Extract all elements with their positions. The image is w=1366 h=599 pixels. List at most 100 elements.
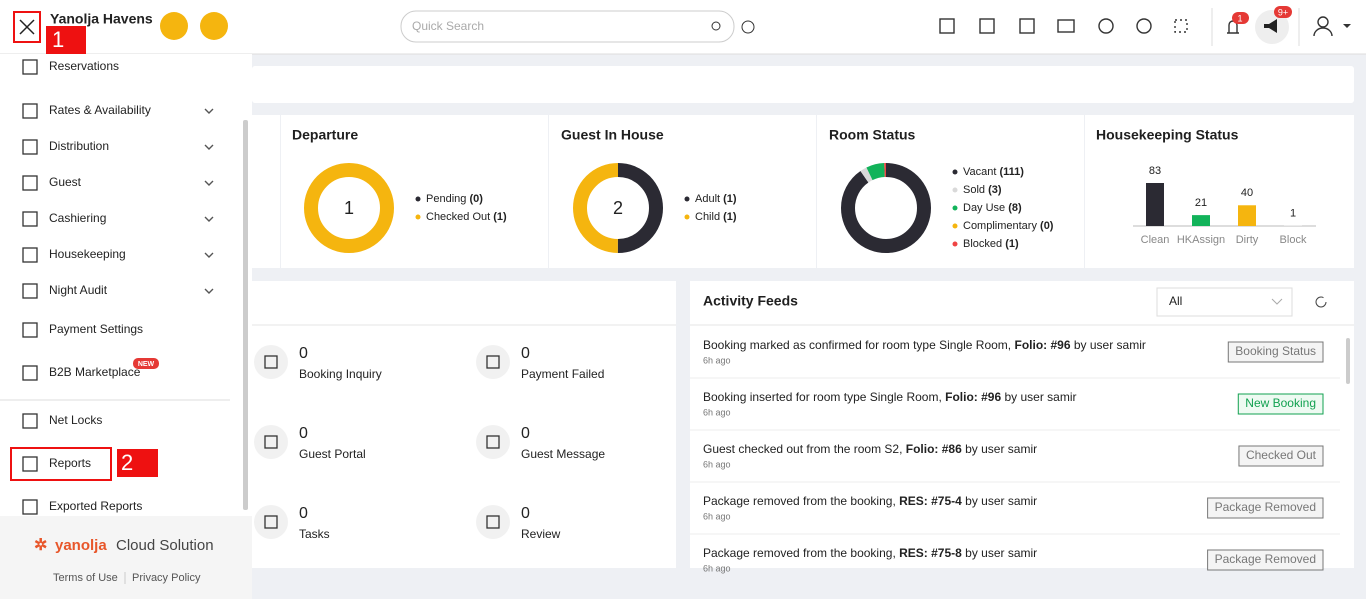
menu-item[interactable]: Distribution — [49, 139, 109, 153]
counter-label: Guest Message — [521, 447, 605, 461]
legend-label: Sold — [963, 184, 985, 196]
feed-text: Guest checked out from the room S2, Foli… — [703, 442, 1037, 456]
legend-item: Sold (3) — [963, 184, 1002, 196]
menu-icon — [22, 365, 38, 381]
legend-dot — [952, 205, 958, 211]
legend-dot — [952, 223, 958, 229]
legend-item: Child (1) — [695, 211, 737, 223]
user-caret[interactable] — [1343, 24, 1351, 28]
counter-value: 0 — [299, 425, 308, 442]
calendar-icon[interactable] — [1019, 18, 1035, 34]
mail-icon[interactable] — [1057, 19, 1075, 33]
feed-text: Booking marked as confirmed for room typ… — [703, 338, 1146, 352]
legend-count: (1) — [1005, 238, 1019, 250]
menu-icon — [22, 499, 38, 515]
menu-item[interactable]: Reservations — [49, 59, 119, 73]
apps-icon[interactable] — [1174, 19, 1188, 33]
checklist-icon[interactable] — [979, 18, 995, 34]
privacy-link[interactable]: Privacy Policy — [132, 572, 201, 584]
counter-value: 0 — [521, 505, 530, 522]
close-button[interactable] — [13, 11, 41, 43]
legend-count: (8) — [1008, 202, 1022, 214]
legend-label: Day Use — [963, 202, 1005, 214]
counter-icon — [486, 355, 500, 369]
menu-icon — [22, 59, 38, 75]
announce-count: 9+ — [1278, 7, 1288, 17]
close-icon — [19, 19, 35, 35]
feed-tag: Checked Out — [1246, 448, 1317, 462]
legend-count: (0) — [469, 193, 483, 205]
feed-tag-box — [1227, 341, 1324, 363]
bar-label: 83 — [1149, 165, 1161, 177]
donut-center: 1 — [344, 198, 354, 218]
legend-label: Complimentary — [963, 220, 1037, 232]
feed-time: 6h ago — [703, 459, 731, 469]
menu-icon — [22, 247, 38, 263]
counter-icon-bg — [254, 505, 288, 539]
menu-icon — [22, 322, 38, 338]
counter-value: 0 — [521, 425, 530, 442]
chevron — [204, 144, 214, 150]
chevron — [204, 216, 214, 222]
menu-item[interactable]: Rates & Availability — [49, 103, 151, 117]
refresh-button[interactable] — [1315, 296, 1327, 308]
menu-item[interactable]: Housekeeping — [49, 247, 126, 261]
counter-icon-bg — [476, 345, 510, 379]
bar-category: Block — [1280, 234, 1307, 246]
feed-tag-box — [1207, 549, 1324, 571]
legend-item: Checked Out (1) — [426, 211, 507, 223]
user-icon[interactable] — [1317, 16, 1329, 28]
shuffle-button[interactable] — [160, 12, 188, 40]
arrival-card — [252, 115, 280, 268]
globe-icon[interactable] — [1136, 18, 1152, 34]
feed-tag: Booking Status — [1235, 344, 1316, 358]
legend-item: Adult (1) — [695, 193, 737, 205]
undo-button[interactable] — [200, 12, 228, 40]
legend-dot — [952, 241, 958, 247]
counter-icon-bg — [476, 505, 510, 539]
counter-icon — [486, 515, 500, 529]
feed-filter[interactable] — [1156, 287, 1293, 317]
counter-value: 0 — [521, 345, 530, 362]
menu-item[interactable]: Guest — [49, 175, 82, 189]
legend-dot — [684, 196, 690, 202]
menu-item[interactable]: Payment Settings — [49, 322, 143, 336]
menu-item[interactable]: Night Audit — [49, 283, 108, 297]
feed-time: 6h ago — [703, 511, 731, 521]
legend-count: (111) — [1000, 166, 1025, 178]
legend-item: Blocked (1) — [963, 238, 1019, 250]
feed-text-part: by user samir — [962, 546, 1037, 560]
bar — [1146, 183, 1164, 226]
counter-label: Tasks — [299, 527, 330, 541]
chevron — [204, 108, 214, 114]
legend-label: Checked Out — [426, 211, 490, 223]
menu-item[interactable]: Net Locks — [49, 413, 102, 427]
legend-label: Adult — [695, 193, 720, 205]
megaphone-icon — [1264, 19, 1277, 33]
menu-item[interactable]: Cashiering — [49, 211, 106, 225]
feed-text-part: Booking inserted for room type Single Ro… — [703, 390, 945, 404]
feed-scrollbar — [1346, 338, 1350, 384]
chevron — [204, 180, 214, 186]
menu-item[interactable]: Reports — [49, 456, 91, 470]
legend-dot — [684, 214, 690, 220]
housekeeping-card — [1085, 115, 1354, 268]
search-box[interactable] — [400, 10, 735, 43]
legend-label: Vacant — [963, 166, 996, 178]
widget-title: Departure — [292, 127, 358, 143]
menu-icon — [22, 139, 38, 155]
feed-text-part: by user samir — [1001, 390, 1076, 404]
feed-text-part: Folio: #96 — [1014, 338, 1070, 352]
menu-item[interactable]: Exported Reports — [49, 499, 142, 513]
widget-title: Room Status — [829, 127, 916, 143]
counter-icon-bg — [254, 425, 288, 459]
calendar-icon[interactable] — [939, 18, 955, 34]
menu-item[interactable]: B2B Marketplace — [49, 365, 141, 379]
legend-count: (1) — [493, 211, 507, 223]
search-placeholder: Quick Search — [412, 19, 484, 33]
legend-count: (0) — [1040, 220, 1054, 232]
currency-icon[interactable] — [1098, 18, 1114, 34]
feed-time: 6h ago — [703, 407, 731, 417]
terms-link[interactable]: Terms of Use — [53, 572, 118, 584]
